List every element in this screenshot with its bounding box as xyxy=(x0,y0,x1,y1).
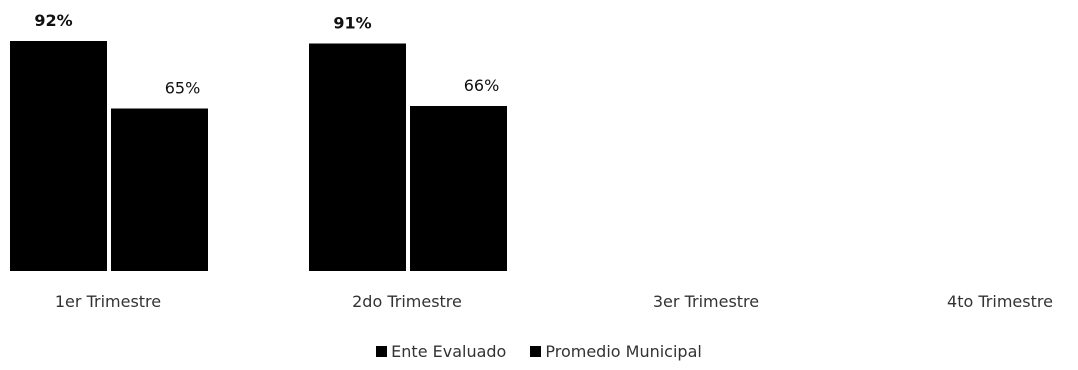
x-tick-label: 3er Trimestre xyxy=(653,292,759,311)
legend-label: Promedio Municipal xyxy=(545,342,702,361)
data-label: 91% xyxy=(333,14,371,33)
value-labels-layer: 92% 65% 91% 66% xyxy=(34,11,499,98)
data-label: 92% xyxy=(34,11,72,30)
x-tick-label: 4to Trimestre xyxy=(947,292,1053,311)
bar-ente-evaluado-1 xyxy=(10,41,107,271)
x-axis-ticks: 1er Trimestre 2do Trimestre 3er Trimestre 4… xyxy=(55,292,1053,311)
bar-promedio-municipal-1 xyxy=(111,108,208,271)
legend-item-ente-evaluado: Ente Evaluado xyxy=(376,342,506,361)
x-tick-label: 1er Trimestre xyxy=(55,292,161,311)
bars-layer xyxy=(10,41,507,271)
data-label: 66% xyxy=(464,76,500,95)
bar-ente-evaluado-2 xyxy=(309,43,406,271)
legend-swatch-icon xyxy=(376,346,388,357)
legend-label: Ente Evaluado xyxy=(391,342,507,361)
legend: Ente Evaluado Promedio Municipal xyxy=(0,342,1078,361)
x-tick-label: 2do Trimestre xyxy=(352,292,462,311)
data-label: 65% xyxy=(165,79,201,98)
legend-swatch-icon xyxy=(530,346,542,357)
bar-promedio-municipal-2 xyxy=(410,106,507,271)
legend-item-promedio-municipal: Promedio Municipal xyxy=(530,342,702,361)
